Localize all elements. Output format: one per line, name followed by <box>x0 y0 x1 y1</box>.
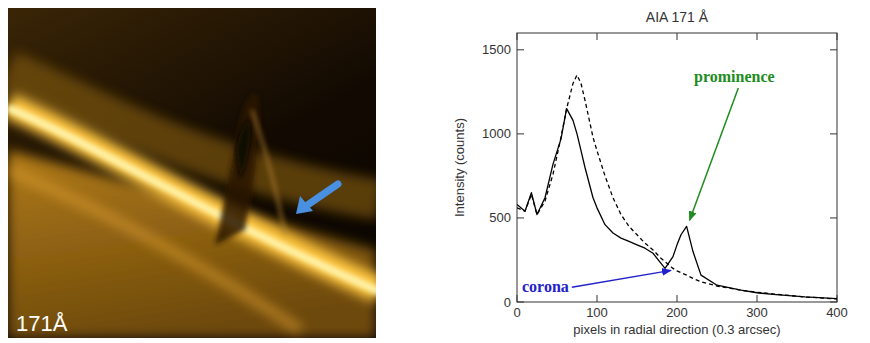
x-tick-top <box>757 33 758 40</box>
image-arrow <box>306 184 338 206</box>
annotation: prominence <box>694 68 775 86</box>
x-tick-top <box>677 33 678 40</box>
x-tick <box>677 295 678 302</box>
lines <box>517 75 837 299</box>
figure: 171Å AIA 171 Å 0 100 200 300 400 0 500 1000 1500 pi… <box>0 0 870 343</box>
annotation-arrow <box>690 88 739 220</box>
image-panel <box>8 8 376 338</box>
y-tick-right <box>830 217 837 218</box>
plot-frame <box>517 33 837 302</box>
y-tick-label: 1500 <box>482 42 511 57</box>
y-tick <box>517 49 524 50</box>
y-axis-title: Intensity (counts) <box>452 118 467 217</box>
x-tick <box>597 295 598 302</box>
x-tick-label: 200 <box>666 305 688 320</box>
disk-loop <box>8 170 300 330</box>
y-tick-label: 500 <box>489 210 511 225</box>
prominence-core <box>236 120 250 180</box>
series-line <box>517 109 837 299</box>
y-tick <box>517 217 524 218</box>
x-tick <box>757 295 758 302</box>
image-label: 171Å <box>16 311 68 336</box>
image-arrow-head <box>296 196 313 214</box>
chart-title: AIA 171 Å <box>646 9 709 25</box>
x-tick-label: 300 <box>746 305 768 320</box>
y-tick-label: 0 <box>504 295 511 310</box>
x-tick-label: 0 <box>513 305 520 320</box>
y-tick <box>517 302 524 303</box>
y-tick-label: 1000 <box>482 126 511 141</box>
y-tick-right <box>830 302 837 303</box>
prominence-edge <box>252 110 285 235</box>
x-tick-top <box>837 33 838 40</box>
series-line <box>517 75 837 299</box>
x-tick <box>517 295 518 302</box>
annotation: corona <box>522 278 569 295</box>
y-tick <box>517 133 524 134</box>
annotation-arrow <box>572 270 671 287</box>
y-tick-right <box>830 133 837 134</box>
x-tick-label: 100 <box>586 305 608 320</box>
y-tick-right <box>830 49 837 50</box>
prominence-dark <box>215 94 259 245</box>
x-axis-title: pixels in radial direction (0.3 arcsec) <box>573 322 780 337</box>
x-tick-top <box>597 33 598 40</box>
x-tick-top <box>517 33 518 40</box>
x-tick-label: 400 <box>826 305 848 320</box>
